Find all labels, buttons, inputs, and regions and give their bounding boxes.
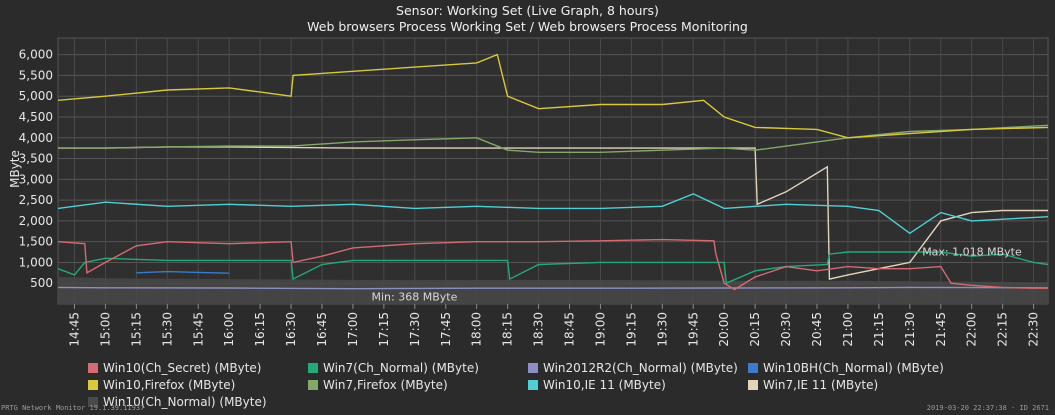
max-annotation: Max: 1,018 MByte (922, 246, 1022, 259)
footer-version: PRTG Network Monitor 19.1.39.11937 (1, 404, 145, 412)
x-tick-label: 16:30 (284, 312, 298, 347)
legend-swatch (748, 363, 758, 373)
x-tick-label: 14:45 (68, 312, 82, 347)
x-tick-label: 18:45 (563, 312, 577, 347)
legend-label: Win10BH(Ch_Normal) (MByte) (763, 361, 944, 375)
x-tick-label: 20:00 (717, 312, 731, 347)
x-tick-label: 17:15 (377, 312, 391, 347)
legend-item[interactable]: Win7,IE 11 (MByte) (748, 377, 1048, 393)
legend-swatch (308, 380, 318, 390)
legend-label: Win7,IE 11 (MByte) (763, 378, 879, 392)
x-tick-label: 21:45 (934, 312, 948, 347)
y-tick-label: 2,500 (19, 193, 53, 207)
legend-label: Win10,Firefox (MByte) (103, 378, 236, 392)
y-tick-label: 1,000 (19, 255, 53, 269)
series-line-win7-ie-11-mbyte (58, 146, 1048, 280)
legend-item[interactable]: Win7(Ch_Normal) (MByte) (308, 360, 528, 376)
x-tick-label: 21:30 (903, 312, 917, 347)
legend-label: Win10(Ch_Secret) (MByte) (103, 361, 262, 375)
legend-item[interactable]: Win10BH(Ch_Normal) (MByte) (748, 360, 1048, 376)
y-tick-label: 4,000 (19, 131, 53, 145)
chart-title: Sensor: Working Set (Live Graph, 8 hours… (396, 3, 659, 18)
y-tick-label: 2,000 (19, 214, 53, 228)
legend-swatch (88, 380, 98, 390)
x-tick-label: 17:00 (346, 312, 360, 347)
footer-timestamp: 2019-03-20 22:37:38 - ID 2671 (926, 404, 1049, 412)
y-axis-label: MByte (7, 150, 22, 188)
legend-swatch (528, 363, 538, 373)
series-line-win10bh-ch-normal-mbyte (136, 270, 230, 274)
legend-swatch (88, 363, 98, 373)
x-tick-label: 20:45 (810, 312, 824, 347)
y-tick-label: 500 (30, 276, 53, 290)
x-tick-label: 21:15 (872, 312, 886, 347)
legend-label: Win10,IE 11 (MByte) (543, 378, 666, 392)
legend-swatch (308, 363, 318, 373)
x-tick-label: 20:15 (748, 312, 762, 347)
x-tick-label: 21:00 (841, 312, 855, 347)
legend-item[interactable]: Win10,IE 11 (MByte) (528, 377, 748, 393)
legend-item[interactable]: Win10,Firefox (MByte) (88, 377, 308, 393)
x-tick-label: 17:45 (439, 312, 453, 347)
series-line-win2012r2-ch-normal-mbyte (57, 286, 1049, 290)
chart-plot: 500 1,000 1,500 2,000 2,500 3,000 3,500 4,000 4,… (19, 37, 1049, 347)
y-tick-label: 3,500 (19, 152, 53, 166)
x-tick-label: 19:30 (655, 312, 669, 347)
y-tick-label: 1,500 (19, 235, 53, 249)
x-tick-label: 15:15 (129, 312, 143, 347)
legend-swatch (528, 380, 538, 390)
y-tick-label: 5,000 (19, 89, 53, 103)
y-tick-label: 5,500 (19, 68, 53, 82)
legend-item[interactable]: Win7,Firefox (MByte) (308, 377, 528, 393)
x-tick-label: 16:45 (315, 312, 329, 347)
x-tick-label: 17:30 (408, 312, 422, 347)
x-tick-label: 19:00 (593, 312, 607, 347)
y-tick-label: 6,000 (19, 48, 53, 62)
x-tick-label: 18:30 (532, 312, 546, 347)
min-annotation: Min: 368 MByte (372, 291, 458, 304)
plot-area (57, 37, 1049, 305)
legend-label: Win7,Firefox (MByte) (323, 378, 448, 392)
x-tick-label: 20:30 (779, 312, 793, 347)
series-line-win10-firefox-mbyte (57, 53, 1049, 139)
y-tick-label: 4,500 (19, 110, 53, 124)
chart-title-block: Sensor: Working Set (Live Graph, 8 hours… (0, 3, 1055, 35)
series-line-win10-ie-11-mbyte (57, 193, 1049, 235)
series-line-win7-ch-normal-mbyte (57, 251, 1049, 285)
x-tick-label: 22:00 (965, 312, 979, 347)
x-tick-label: 15:45 (191, 312, 205, 347)
y-tick-label: 3,000 (19, 172, 53, 186)
legend-label: Win10(Ch_Normal) (MByte) (103, 395, 267, 409)
series-line-win10-ch-secret-mbyte (57, 238, 1048, 291)
legend-label: Win2012R2(Ch_Normal) (MByte) (543, 361, 738, 375)
x-tick-label: 16:15 (253, 312, 267, 347)
chart-legend: Win10(Ch_Secret) (MByte) Win7(Ch_Normal) … (88, 360, 1048, 410)
legend-swatch (88, 397, 98, 407)
legend-item[interactable]: Win2012R2(Ch_Normal) (MByte) (528, 360, 748, 376)
legend-label: Win7(Ch_Normal) (MByte) (323, 361, 479, 375)
x-tick-label: 22:15 (996, 312, 1010, 347)
x-tick-label: 19:15 (624, 312, 638, 347)
legend-swatch (748, 380, 758, 390)
chart-subtitle: Web browsers Process Working Set / Web b… (307, 19, 748, 34)
x-tick-label: 19:45 (686, 312, 700, 347)
x-tick-label: 18:15 (501, 312, 515, 347)
legend-item[interactable]: Win10(Ch_Secret) (MByte) (88, 360, 308, 376)
legend-item[interactable]: Win10(Ch_Normal) (MByte) (88, 394, 308, 410)
x-tick-label: 22:30 (1027, 312, 1041, 347)
x-tick-label: 15:30 (160, 312, 174, 347)
x-tick-label: 16:00 (222, 312, 236, 347)
x-tick-label: 15:00 (98, 312, 112, 347)
x-tick-label: 18:00 (470, 312, 484, 347)
series-area-win10-ch-normal (58, 277, 1048, 304)
